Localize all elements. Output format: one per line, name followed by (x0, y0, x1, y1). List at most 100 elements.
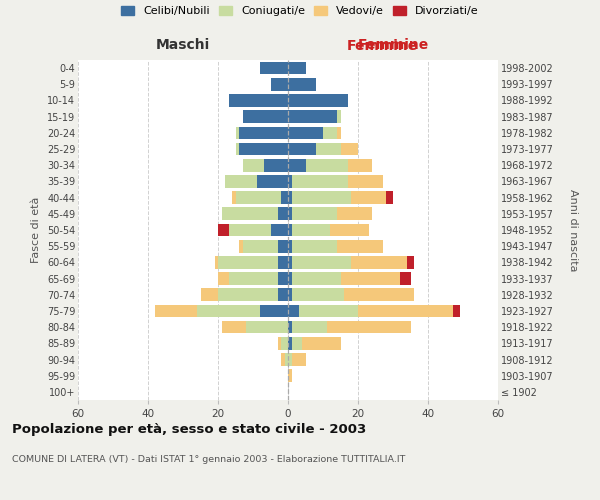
Bar (347, 159, 372, 172)
Bar (288, 337, 292, 349)
Bar (302, 337, 341, 349)
Bar (341, 142, 358, 156)
Bar (218, 288, 277, 301)
Bar (358, 304, 452, 318)
Bar (292, 240, 337, 252)
Text: COMUNE DI LATERA (VT) - Dati ISTAT 1° gennaio 2003 - Elaborazione TUTTITALIA.IT: COMUNE DI LATERA (VT) - Dati ISTAT 1° ge… (12, 455, 406, 464)
Bar (288, 110, 337, 123)
Bar (326, 321, 410, 334)
Bar (288, 321, 292, 334)
Text: Maschi: Maschi (156, 38, 210, 52)
Bar (277, 272, 288, 285)
Bar (277, 288, 288, 301)
Bar (292, 353, 305, 366)
Bar (277, 240, 288, 252)
Bar (277, 256, 288, 268)
Bar (284, 353, 288, 366)
Bar (281, 192, 288, 204)
Bar (288, 192, 292, 204)
Bar (288, 272, 292, 285)
Bar (288, 370, 292, 382)
Bar (351, 192, 386, 204)
Bar (407, 256, 414, 268)
Bar (229, 272, 277, 285)
Bar (246, 321, 288, 334)
Bar (323, 126, 337, 139)
Bar (242, 159, 263, 172)
Bar (288, 208, 292, 220)
Bar (330, 224, 368, 236)
Bar (288, 94, 347, 107)
Bar (229, 94, 288, 107)
Bar (221, 321, 246, 334)
Bar (271, 78, 288, 90)
Bar (344, 288, 414, 301)
Bar (337, 240, 383, 252)
Bar (292, 175, 347, 188)
Bar (292, 337, 302, 349)
Bar (235, 192, 281, 204)
Bar (292, 192, 351, 204)
Bar (281, 353, 284, 366)
Text: Femmine: Femmine (358, 38, 428, 52)
Bar (235, 142, 239, 156)
Bar (239, 240, 242, 252)
Bar (218, 272, 229, 285)
Bar (242, 240, 277, 252)
Bar (235, 126, 239, 139)
Bar (351, 256, 407, 268)
Bar (337, 110, 341, 123)
Bar (260, 304, 288, 318)
Bar (218, 224, 229, 236)
Bar (288, 240, 292, 252)
Bar (288, 62, 305, 74)
Bar (239, 126, 288, 139)
Text: Femmine: Femmine (347, 39, 418, 53)
Y-axis label: Anni di nascita: Anni di nascita (568, 188, 578, 271)
Bar (200, 288, 218, 301)
Bar (305, 159, 347, 172)
Bar (316, 142, 341, 156)
Bar (452, 304, 460, 318)
Bar (277, 208, 288, 220)
Bar (292, 321, 326, 334)
Bar (239, 142, 288, 156)
Bar (288, 175, 292, 188)
Legend: Celibi/Nubili, Coniugati/e, Vedovi/e, Divorziati/e: Celibi/Nubili, Coniugati/e, Vedovi/e, Di… (121, 6, 479, 16)
Bar (292, 224, 330, 236)
Bar (299, 304, 358, 318)
Bar (292, 208, 337, 220)
Bar (197, 304, 260, 318)
Bar (281, 337, 288, 349)
Bar (292, 288, 344, 301)
Bar (271, 224, 288, 236)
Bar (292, 272, 341, 285)
Bar (263, 159, 288, 172)
Bar (292, 256, 351, 268)
Bar (288, 288, 292, 301)
Y-axis label: Fasce di età: Fasce di età (31, 197, 41, 263)
Bar (288, 142, 316, 156)
Bar (155, 304, 197, 318)
Bar (288, 304, 299, 318)
Bar (386, 192, 393, 204)
Bar (277, 337, 281, 349)
Bar (229, 224, 271, 236)
Bar (347, 175, 383, 188)
Bar (232, 192, 235, 204)
Bar (218, 256, 277, 268)
Bar (242, 110, 288, 123)
Bar (221, 208, 277, 220)
Text: Popolazione per età, sesso e stato civile - 2003: Popolazione per età, sesso e stato civil… (12, 422, 366, 436)
Bar (337, 126, 341, 139)
Bar (288, 159, 305, 172)
Bar (288, 224, 292, 236)
Bar (288, 126, 323, 139)
Bar (225, 175, 257, 188)
Bar (215, 256, 218, 268)
Bar (400, 272, 410, 285)
Bar (260, 62, 288, 74)
Bar (288, 353, 292, 366)
Bar (288, 256, 292, 268)
Bar (257, 175, 288, 188)
